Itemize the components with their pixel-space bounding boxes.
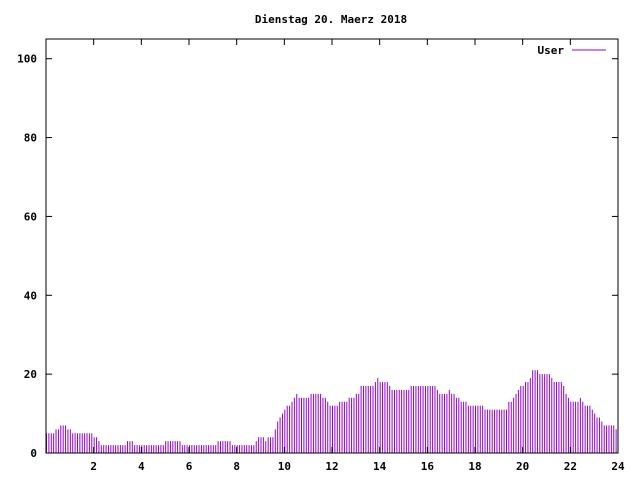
y-tick-label: 0 [30,447,37,460]
x-tick-label: 12 [325,460,338,473]
chart-title: Dienstag 20. Maerz 2018 [255,13,407,26]
y-tick-label: 100 [17,53,37,66]
x-tick-label: 6 [186,460,193,473]
bar-series [46,370,617,453]
x-tick-label: 18 [468,460,481,473]
x-tick-label: 14 [373,460,387,473]
y-tick-label: 80 [24,132,37,145]
y-tick-label: 40 [24,289,37,302]
y-tick-label: 20 [24,368,37,381]
x-tick-label: 16 [421,460,435,473]
x-tick-label: 20 [516,460,529,473]
legend-label-user: User [538,44,565,57]
legend: User [538,44,606,57]
x-tick-label: 24 [611,460,625,473]
x-tick-label: 4 [138,460,145,473]
x-tick-label: 2 [90,460,97,473]
x-tick-label: 8 [233,460,240,473]
x-tick-label: 22 [564,460,577,473]
y-tick-label: 60 [24,210,37,223]
x-tick-label: 10 [278,460,291,473]
